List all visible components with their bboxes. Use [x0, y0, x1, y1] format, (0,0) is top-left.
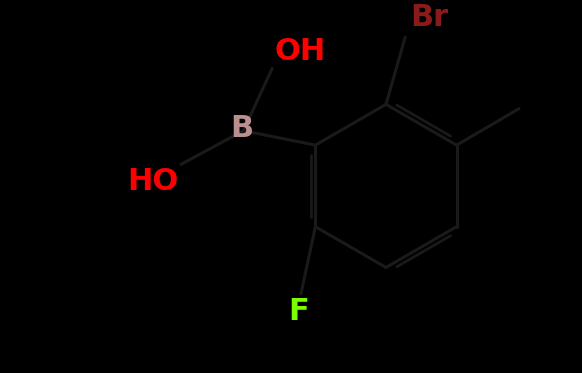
Text: OH: OH: [274, 37, 325, 66]
Text: HO: HO: [127, 167, 178, 196]
Text: Br: Br: [410, 3, 448, 32]
Text: F: F: [289, 297, 310, 326]
Text: B: B: [230, 115, 253, 143]
